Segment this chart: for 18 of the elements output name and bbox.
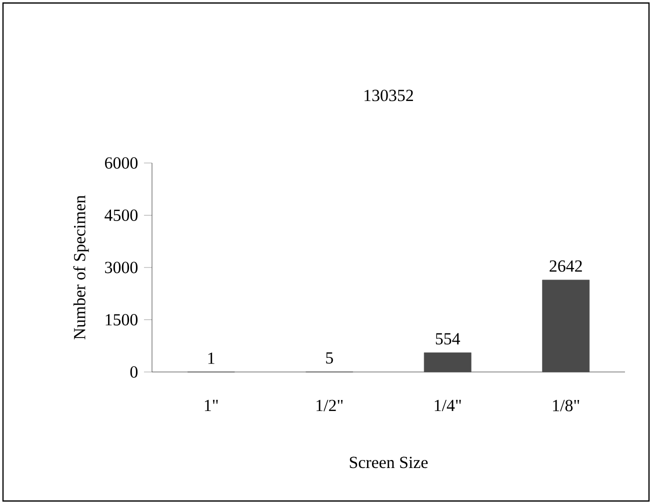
x-tick-label: 1/4": [434, 400, 461, 412]
y-tick-label: 4500: [104, 210, 138, 221]
y-tick-label: 6000: [105, 157, 138, 169]
data-label: 5: [326, 352, 333, 364]
y-axis-title: Number of Specimen: [73, 195, 89, 340]
data-label: 1: [208, 352, 214, 364]
y-tick-label: 0: [130, 366, 138, 378]
data-label: 554: [436, 333, 460, 344]
x-tick-label: 1": [204, 400, 218, 412]
y-tick-label: 3000: [105, 262, 138, 274]
x-axis-title: Screen Size: [350, 456, 428, 468]
chart-title: 130352: [364, 90, 413, 102]
data-label: 2642: [550, 260, 582, 272]
x-tick-label: 1/2": [316, 400, 343, 412]
bar: [542, 280, 590, 372]
bar: [424, 352, 472, 372]
y-tick-label: 1500: [106, 314, 138, 326]
x-tick-label: 1/8": [553, 400, 580, 412]
